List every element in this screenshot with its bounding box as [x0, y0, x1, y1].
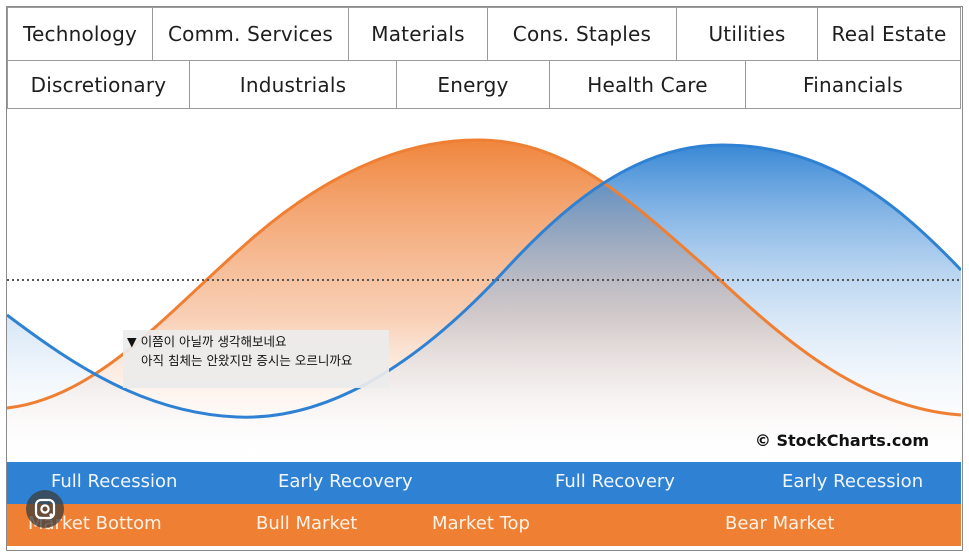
cycle-curves: [7, 138, 961, 462]
sector-real-estate: Real Estate: [817, 7, 961, 61]
market-top: Market Top: [432, 513, 530, 534]
sector-comm-services: Comm. Services: [152, 7, 349, 61]
google-lens-icon[interactable]: [26, 490, 64, 528]
sector-cons-staples: Cons. Staples: [487, 7, 677, 61]
sector-industrials: Industrials: [189, 60, 397, 109]
economy-early-recovery: Early Recovery: [278, 471, 413, 492]
comment-overlay: ▼ 이쯤이 아닐까 생각해보네요 아직 침체는 안왔지만 증시는 오르니까요: [123, 330, 389, 388]
sector-financials: Financials: [745, 60, 961, 109]
sector-technology: Technology: [7, 7, 153, 61]
market-cycle-band: Market Bottom Bull Market Market Top Bea…: [7, 504, 961, 546]
credit-label: © StockCharts.com: [754, 431, 929, 450]
lens-glyph-icon: [34, 498, 56, 520]
economy-early-recession: Early Recession: [782, 471, 924, 492]
market-bear: Bear Market: [725, 513, 835, 534]
sector-health-care: Health Care: [549, 60, 746, 109]
economy-cycle-band: Full Recession Early Recovery Full Recov…: [7, 462, 961, 504]
economy-cycle-area: [7, 145, 961, 462]
sector-materials: Materials: [348, 7, 488, 61]
economy-full-recovery: Full Recovery: [555, 471, 675, 492]
comment-line-1: ▼ 이쯤이 아닐까 생각해보네요: [127, 334, 287, 349]
economy-full-recession: Full Recession: [51, 471, 178, 492]
economy-cycle-curve: [7, 143, 961, 419]
market-cycle-curve: [7, 138, 961, 417]
comment-line-2: 아직 침체는 안왔지만 증시는 오르니까요: [141, 353, 353, 368]
market-bull: Bull Market: [256, 513, 358, 534]
sector-energy: Energy: [396, 60, 550, 109]
sector-utilities: Utilities: [676, 7, 818, 61]
sector-discretionary: Discretionary: [7, 60, 190, 109]
